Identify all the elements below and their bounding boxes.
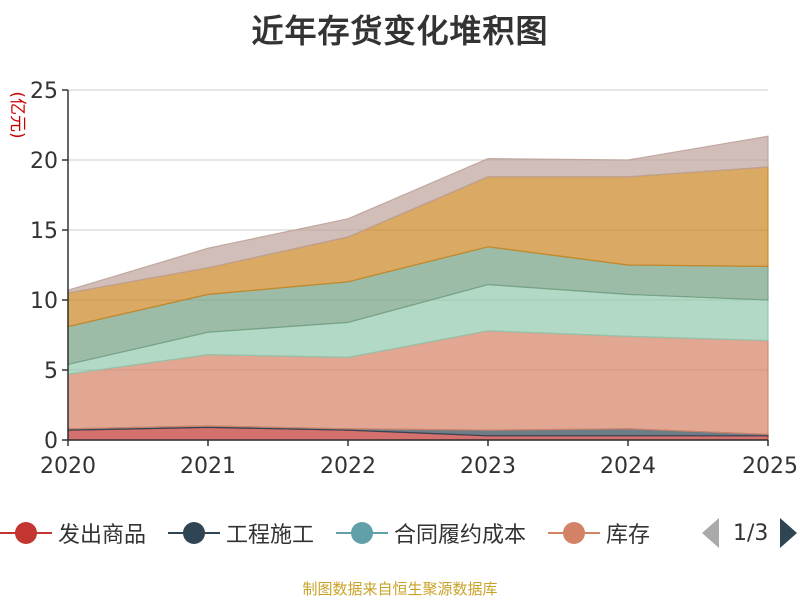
x-tick-label: 2025 (742, 454, 798, 479)
legend-item-2[interactable]: 合同履约成本 (336, 517, 526, 549)
x-tick-label: 2022 (320, 454, 376, 479)
chart-title: 近年存货变化堆积图 (251, 12, 549, 50)
legend-page-indicator: 1/3 (733, 520, 769, 546)
x-tick-label: 2023 (460, 454, 516, 479)
area-series-7[interactable] (67, 135, 769, 294)
next-page-arrow-icon[interactable] (780, 518, 798, 548)
y-tick-label: 5 (44, 359, 58, 384)
legend: 发出商品 工程施工 合同履约成本 库存 (0, 516, 672, 550)
x-tick-label: 2021 (180, 454, 236, 479)
legend-marker-icon (548, 521, 601, 545)
legend-item-3[interactable]: 库存 (548, 517, 650, 549)
legend-marker-icon (336, 521, 389, 545)
prev-page-arrow-icon[interactable] (702, 518, 719, 548)
legend-label: 工程施工 (226, 523, 315, 548)
legend-label: 发出商品 (58, 523, 147, 548)
legend-marker-icon (168, 521, 221, 545)
y-tick-label: 15 (30, 219, 58, 244)
data-source-note: 制图数据来自恒生聚源数据库 (302, 580, 498, 598)
y-tick-label: 20 (30, 149, 58, 174)
legend-marker-icon (0, 521, 52, 545)
legend-item-0[interactable]: 发出商品 (0, 517, 146, 549)
y-axis-label: (亿元) (7, 91, 27, 138)
x-tick-label: 2024 (600, 454, 656, 479)
x-tick-label: 2020 (40, 454, 96, 479)
legend-pager: 1/3 (702, 516, 798, 550)
legend-label: 库存 (606, 523, 651, 548)
y-tick-label: 25 (30, 79, 58, 104)
legend-label: 合同履约成本 (394, 523, 527, 548)
y-tick-label: 0 (44, 429, 58, 454)
y-tick-label: 10 (30, 289, 58, 314)
legend-item-1[interactable]: 工程施工 (168, 517, 314, 549)
area-series (67, 135, 769, 441)
